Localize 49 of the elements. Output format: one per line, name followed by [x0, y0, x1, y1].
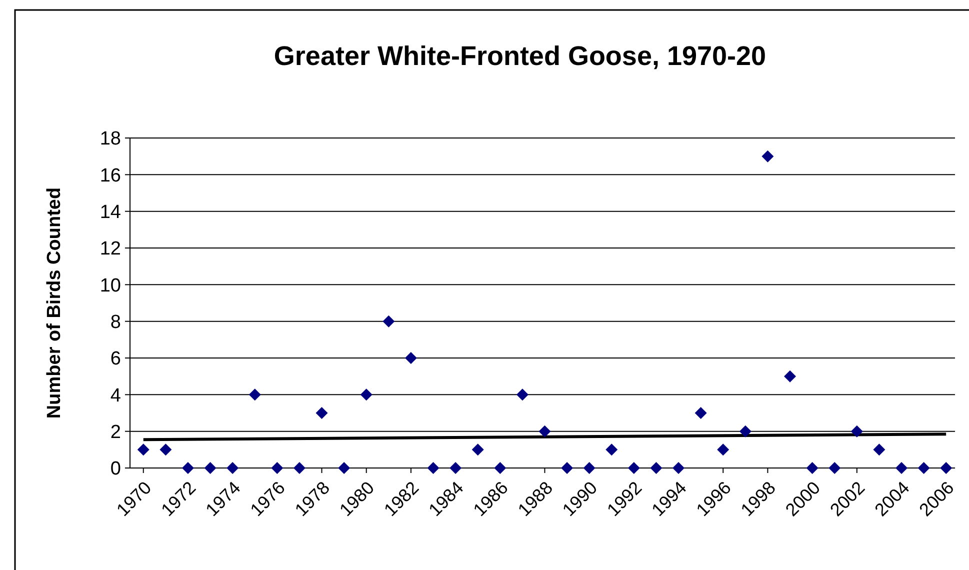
point — [672, 462, 685, 474]
point — [538, 425, 551, 438]
point — [338, 462, 350, 474]
point — [160, 444, 172, 456]
point — [516, 388, 528, 401]
y-axis-title: Number of Birds Counted — [44, 187, 65, 419]
point — [895, 462, 908, 474]
point — [137, 444, 150, 456]
y-tick-label: 16 — [100, 165, 121, 186]
point — [226, 462, 239, 474]
y-tick-label: 18 — [100, 128, 121, 150]
point — [472, 444, 484, 456]
point — [850, 425, 863, 438]
point — [561, 462, 574, 474]
point — [739, 425, 752, 438]
point — [806, 462, 818, 474]
y-tick-label: 0 — [110, 458, 121, 480]
point — [450, 462, 462, 474]
point — [316, 407, 328, 419]
point — [494, 462, 506, 474]
point — [717, 444, 730, 456]
point — [694, 407, 707, 419]
y-tick-label: 4 — [110, 385, 122, 406]
point — [650, 462, 662, 474]
point — [583, 462, 596, 474]
y-tick-label: 8 — [110, 312, 121, 333]
y-tick-label: 10 — [100, 275, 121, 296]
point — [940, 462, 952, 474]
point — [271, 462, 284, 474]
point — [427, 462, 440, 474]
point — [628, 462, 640, 474]
y-tick-label: 14 — [100, 202, 122, 223]
point — [762, 150, 774, 162]
point — [360, 388, 372, 401]
point — [828, 462, 841, 474]
point — [293, 462, 306, 474]
point — [784, 370, 796, 382]
point — [248, 388, 261, 401]
y-tick-label: 12 — [100, 238, 121, 260]
point — [918, 462, 930, 474]
point — [873, 444, 886, 456]
y-tick-label: 6 — [110, 348, 121, 370]
y-tick-label: 2 — [110, 422, 121, 443]
point — [204, 462, 216, 474]
point — [182, 462, 194, 474]
point — [404, 352, 417, 364]
point — [606, 444, 618, 456]
point — [382, 315, 395, 328]
chart-title: Greater White-Fronted Goose, 1970-20 — [274, 41, 766, 71]
